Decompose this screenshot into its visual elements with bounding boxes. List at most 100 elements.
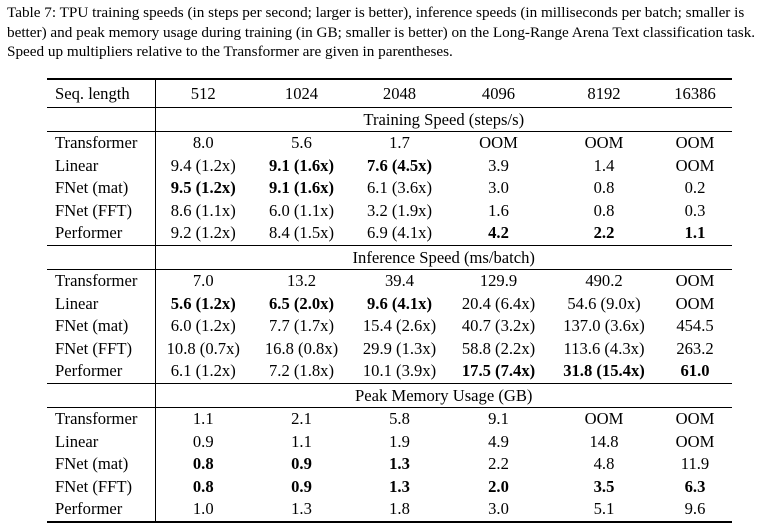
value-cell: 7.7 (1.7x) <box>269 316 334 336</box>
value-cell: 0.9 <box>192 431 214 451</box>
value-cell: 14.8 <box>589 431 619 451</box>
value-cell: 31.8 (15.4x) <box>563 361 645 381</box>
value-cell: 5.1 <box>550 498 658 523</box>
table-row: Transformer 1.1 2.1 5.8 9.1 OOM OOM <box>47 406 732 431</box>
value-cell: 29.9 (1.3x) <box>362 338 437 358</box>
section-header-row: Training Speed (steps/s) <box>47 107 732 132</box>
value-cell: OOM <box>658 268 732 293</box>
section-title: Peak Memory Usage (GB) <box>155 382 732 408</box>
model-name: FNet (FFT) <box>47 199 156 223</box>
value-cell: 1.0 <box>155 498 251 523</box>
section-header-blank <box>47 244 156 270</box>
value-cell: 1.7 <box>352 130 447 155</box>
value-cell: 8.6 (1.1x) <box>170 200 236 220</box>
value-cell: 39.4 <box>352 268 447 293</box>
value-cell: 1.1 <box>291 431 312 451</box>
value-cell: 3.0 <box>447 498 550 523</box>
value-cell: 0.8 <box>192 476 214 496</box>
table-body: Seq. length 512 1024 2048 4096 8192 1638… <box>47 78 732 523</box>
value-cell: OOM <box>675 155 715 175</box>
section-header-blank <box>47 107 156 132</box>
value-cell: 6.5 (2.0x) <box>269 293 334 313</box>
value-cell: 1.6 <box>488 200 509 220</box>
table-row: FNet (mat) 0.8 0.9 1.3 2.2 4.8 11.9 <box>47 453 732 476</box>
value-cell: 2.2 <box>593 223 615 243</box>
value-cell: 6.0 (1.2x) <box>170 316 236 336</box>
value-cell: 490.2 <box>550 268 658 293</box>
model-name: FNet (mat) <box>47 177 156 200</box>
table-row: FNet (FFT) 8.6 (1.1x) 6.0 (1.1x) 3.2 (1.9x)… <box>47 199 732 223</box>
table-row: Linear 9.4 (1.2x) 9.1 (1.6x) 7.6 (4.5x) 3.9 1… <box>47 154 732 178</box>
value-cell: 2.1 <box>251 406 352 431</box>
value-cell: 61.0 <box>680 361 710 381</box>
value-cell: 10.8 (0.7x) <box>166 338 240 358</box>
model-name: Transformer <box>47 406 156 431</box>
value-cell: 0.8 <box>192 454 214 474</box>
value-cell: 9.6 <box>658 498 732 523</box>
value-cell: 1.8 <box>352 498 447 523</box>
value-cell: 7.0 <box>155 268 251 293</box>
section-header-row: Peak Memory Usage (GB) <box>47 382 732 408</box>
value-cell: 6.1 (1.2x) <box>170 361 236 381</box>
value-cell: 7.2 (1.8x) <box>269 361 334 381</box>
value-cell: 15.4 (2.6x) <box>362 316 437 336</box>
header-label: Seq. length <box>47 78 156 108</box>
value-cell: 0.9 <box>291 454 312 474</box>
value-cell: 9.6 (4.1x) <box>367 293 432 313</box>
value-cell: 5.8 <box>352 406 447 431</box>
value-cell: OOM <box>675 431 715 451</box>
table-row: Performer 1.0 1.3 1.8 3.0 5.1 9.6 <box>47 498 732 523</box>
value-cell: 137.0 (3.6x) <box>563 316 645 336</box>
table-row: FNet (mat) 6.0 (1.2x) 7.7 (1.7x) 15.4 (2.6x… <box>47 315 732 338</box>
value-cell: OOM <box>658 406 732 431</box>
value-cell: 10.1 (3.9x) <box>362 361 437 381</box>
model-name: Linear <box>47 292 156 316</box>
section-title: Inference Speed (ms/batch) <box>155 244 732 270</box>
value-cell: 263.2 <box>676 338 714 358</box>
value-cell: 9.1 (1.6x) <box>269 178 334 198</box>
value-cell: OOM <box>550 130 658 155</box>
value-cell: 3.2 (1.9x) <box>367 200 432 220</box>
model-name: Linear <box>47 430 156 454</box>
model-name: Performer <box>47 222 156 246</box>
value-cell: 129.9 <box>447 268 550 293</box>
value-cell: 7.6 (4.5x) <box>367 155 432 175</box>
value-cell: 6.9 (4.1x) <box>367 223 432 243</box>
value-cell: 0.9 <box>291 476 312 496</box>
value-cell: 3.0 <box>488 178 509 198</box>
header-cell: 8192 <box>550 78 658 108</box>
value-cell: 2.2 <box>488 454 509 474</box>
header-cell: 4096 <box>447 78 550 108</box>
value-cell: 16.8 (0.8x) <box>264 338 339 358</box>
value-cell: 9.2 (1.2x) <box>170 223 236 243</box>
value-cell: 40.7 (3.2x) <box>461 316 536 336</box>
model-name: FNet (FFT) <box>47 475 156 499</box>
value-cell: 9.1 (1.6x) <box>269 155 334 175</box>
value-cell: 8.4 (1.5x) <box>269 223 334 243</box>
value-cell: 58.8 (2.2x) <box>461 338 536 358</box>
model-name: Linear <box>47 154 156 178</box>
table-row: FNet (mat) 9.5 (1.2x) 9.1 (1.6x) 6.1 (3.6x)… <box>47 177 732 200</box>
value-cell: OOM <box>550 406 658 431</box>
value-cell: 0.8 <box>593 178 615 198</box>
value-cell: 13.2 <box>251 268 352 293</box>
value-cell: 8.0 <box>155 130 251 155</box>
value-cell: 0.3 <box>684 200 706 220</box>
value-cell: 2.0 <box>488 476 509 496</box>
value-cell: OOM <box>675 293 715 313</box>
value-cell: 0.8 <box>593 200 615 220</box>
value-cell: 1.1 <box>684 223 706 243</box>
table-row: Transformer 8.0 5.6 1.7 OOM OOM OOM <box>47 130 732 155</box>
value-cell: 5.6 (1.2x) <box>170 293 236 313</box>
model-name: FNet (mat) <box>47 315 156 338</box>
model-name: Transformer <box>47 130 156 155</box>
header-cell: 1024 <box>251 78 352 108</box>
table-caption: Table 7: TPU training speeds (in steps p… <box>7 4 756 60</box>
header-cell: 2048 <box>352 78 447 108</box>
model-name: Performer <box>47 498 156 523</box>
value-cell: 1.3 <box>251 498 352 523</box>
value-cell: 20.4 (6.4x) <box>461 293 536 313</box>
value-cell: OOM <box>447 130 550 155</box>
header-row: Seq. length 512 1024 2048 4096 8192 1638… <box>47 78 732 108</box>
value-cell: 1.4 <box>593 155 615 175</box>
